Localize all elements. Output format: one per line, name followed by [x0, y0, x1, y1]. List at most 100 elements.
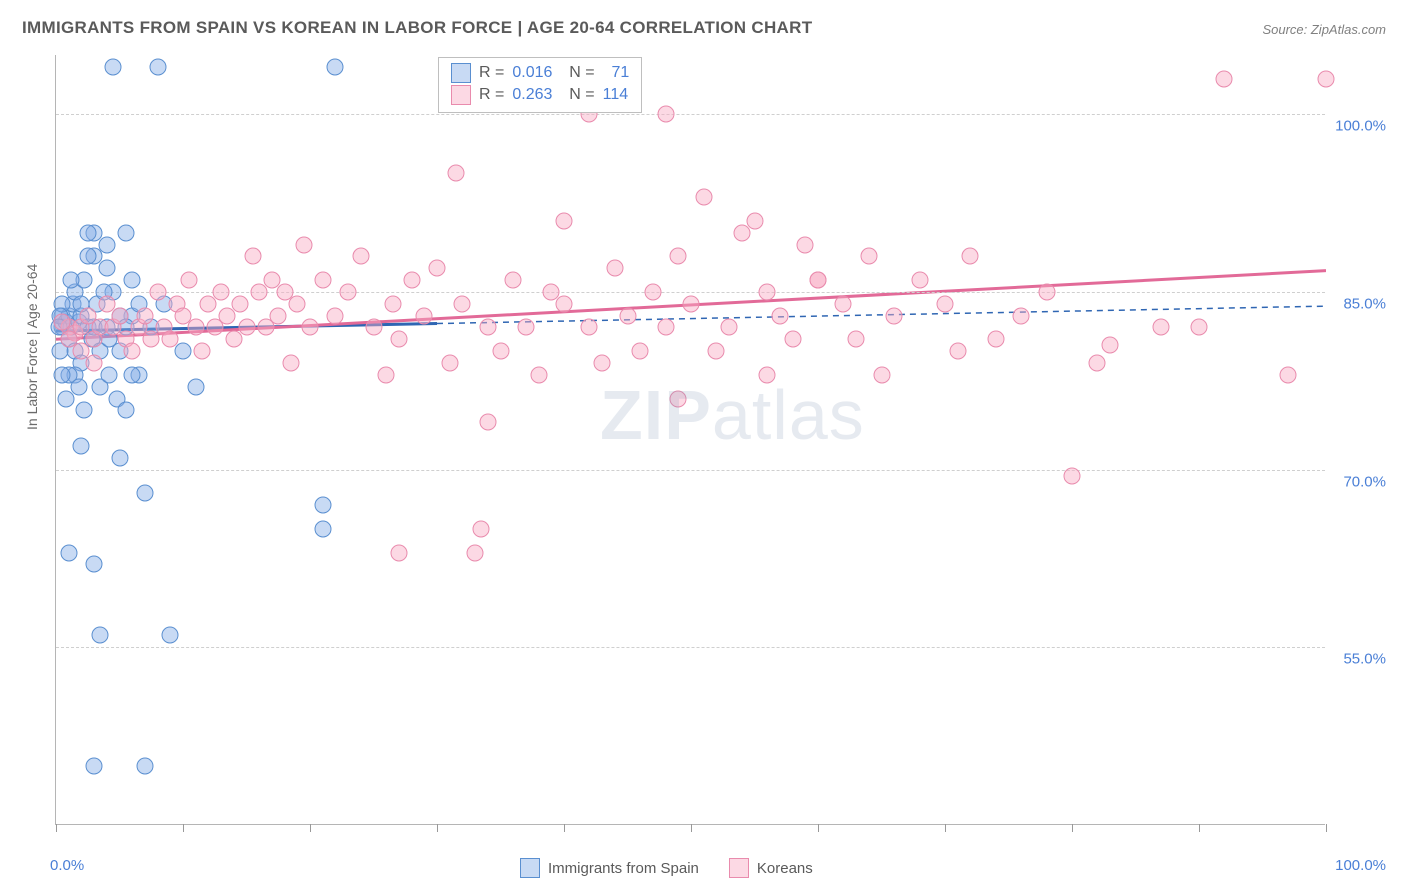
data-point [1102, 337, 1119, 354]
data-point [759, 283, 776, 300]
data-point [886, 307, 903, 324]
data-point [987, 331, 1004, 348]
data-point [136, 485, 153, 502]
data-point [327, 58, 344, 75]
data-point [708, 343, 725, 360]
data-point [670, 390, 687, 407]
data-point [556, 212, 573, 229]
data-point [784, 331, 801, 348]
data-point [403, 272, 420, 289]
data-point [949, 343, 966, 360]
data-point [962, 248, 979, 265]
r-label: R = [479, 62, 504, 84]
data-point [314, 272, 331, 289]
data-point [1038, 283, 1055, 300]
data-point [314, 497, 331, 514]
x-tick [183, 824, 184, 832]
data-point [937, 295, 954, 312]
data-point [86, 355, 103, 372]
data-point [111, 307, 128, 324]
x-tick [1072, 824, 1073, 832]
data-point [75, 402, 92, 419]
r-label: R = [479, 84, 504, 106]
grid-line [56, 470, 1325, 471]
n-value-koreans: 114 [603, 84, 629, 106]
legend-row-koreans: R = 0.263 N = 114 [451, 84, 629, 106]
legend-item-koreans: Koreans [729, 858, 813, 878]
grid-line [56, 647, 1325, 648]
data-point [1013, 307, 1030, 324]
y-tick-label: 100.0% [1335, 118, 1386, 135]
x-tick [818, 824, 819, 832]
data-point [441, 355, 458, 372]
data-point [1064, 467, 1081, 484]
data-point [695, 189, 712, 206]
data-point [289, 295, 306, 312]
data-point [1089, 355, 1106, 372]
data-point [911, 272, 928, 289]
data-point [384, 295, 401, 312]
data-point [454, 295, 471, 312]
data-point [473, 520, 490, 537]
data-point [771, 307, 788, 324]
data-point [136, 757, 153, 774]
data-point [124, 272, 141, 289]
data-point [644, 283, 661, 300]
data-point [101, 366, 118, 383]
data-point [860, 248, 877, 265]
data-point [657, 106, 674, 123]
data-point [759, 366, 776, 383]
data-point [390, 331, 407, 348]
data-point [657, 319, 674, 336]
x-tick [1199, 824, 1200, 832]
x-tick-0: 0.0% [50, 857, 84, 874]
data-point [1216, 70, 1233, 87]
r-value-koreans: 0.263 [512, 84, 552, 106]
x-tick [437, 824, 438, 832]
data-point [873, 366, 890, 383]
data-point [327, 307, 344, 324]
data-point [429, 260, 446, 277]
data-point [352, 248, 369, 265]
plot-area [55, 55, 1325, 825]
data-point [73, 437, 90, 454]
data-point [1191, 319, 1208, 336]
grid-line [56, 114, 1325, 115]
data-point [187, 319, 204, 336]
data-point [606, 260, 623, 277]
legend-label-spain: Immigrants from Spain [548, 860, 699, 877]
data-point [162, 627, 179, 644]
data-point [136, 307, 153, 324]
data-point [314, 520, 331, 537]
data-point [70, 378, 87, 395]
data-point [79, 224, 96, 241]
chart-title: IMMIGRANTS FROM SPAIN VS KOREAN IN LABOR… [22, 18, 812, 38]
data-point [530, 366, 547, 383]
data-point [194, 343, 211, 360]
data-point [810, 272, 827, 289]
data-point [238, 319, 255, 336]
x-tick [1326, 824, 1327, 832]
swatch-spain-icon [520, 858, 540, 878]
data-point [181, 272, 198, 289]
grid-line [56, 292, 1325, 293]
swatch-koreans-icon [729, 858, 749, 878]
data-point [797, 236, 814, 253]
y-tick-label: 55.0% [1343, 651, 1386, 668]
data-point [1152, 319, 1169, 336]
x-tick [945, 824, 946, 832]
data-point [282, 355, 299, 372]
data-point [479, 414, 496, 431]
data-point [594, 355, 611, 372]
data-point [92, 627, 109, 644]
data-point [213, 283, 230, 300]
data-point [86, 556, 103, 573]
data-point [378, 366, 395, 383]
data-point [416, 307, 433, 324]
correlation-legend: R = 0.016 N = 71 R = 0.263 N = 114 [438, 57, 642, 113]
data-point [117, 402, 134, 419]
series-legend: Immigrants from Spain Koreans [520, 858, 813, 878]
n-value-spain: 71 [603, 62, 630, 84]
y-axis-label: In Labor Force | Age 20-64 [24, 264, 40, 430]
data-point [149, 58, 166, 75]
